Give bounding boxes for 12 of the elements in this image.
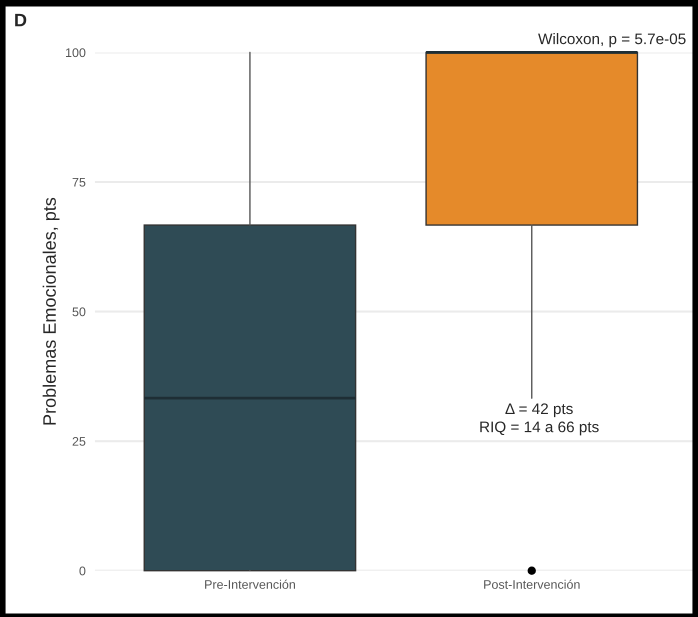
text: Wilcoxon, p = 5.7e-05 (538, 33, 686, 48)
y-tick-label: 100 (66, 48, 86, 58)
x-tick-label: Pre-Intervención (205, 580, 295, 589)
y-tick-label: 0 (79, 566, 86, 576)
annotation: RIQ = 14 a 66 pts (480, 421, 599, 436)
x-tick-label: Post-Intervención (484, 580, 580, 589)
y-tick-label: 50 (72, 307, 86, 316)
y-tick-label: 25 (72, 436, 86, 446)
annotation: Δ = 42 pts (505, 403, 573, 418)
y-axis-title: Problemas Emocionales, pts (42, 198, 60, 424)
chart-title: D (15, 14, 26, 26)
y-tick-label: 75 (72, 178, 86, 187)
